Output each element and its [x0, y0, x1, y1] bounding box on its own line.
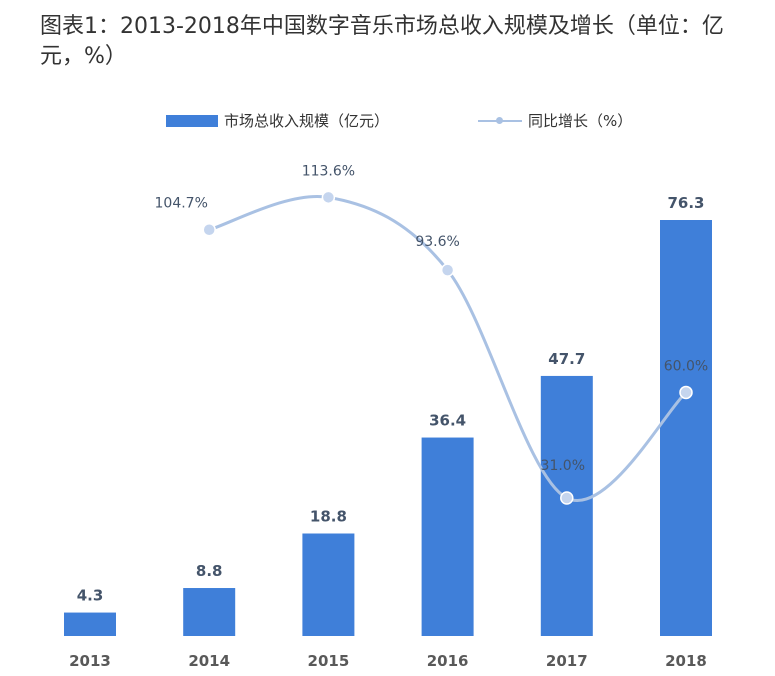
growth-line — [208, 194, 688, 502]
growth-point-2015 — [321, 190, 336, 205]
growth-value-label-2014: 104.7% — [155, 196, 208, 212]
growth-point-2014 — [202, 222, 216, 237]
bar-2013 — [64, 612, 116, 636]
legend-item-revenue: 市场总收入规模（亿元） — [166, 110, 389, 131]
legend-item-growth: 同比增长（%） — [478, 110, 632, 131]
bar-2014 — [183, 588, 236, 636]
bar-value-label-2013: 4.3 — [77, 587, 104, 605]
chart-legend: 市场总收入规模（亿元） 同比增长（%） — [0, 110, 775, 136]
legend-line-swatch — [478, 115, 522, 127]
chart-title: 图表1：2013-2018年中国数字音乐市场总收入规模及增长（单位：亿元，%） — [40, 14, 724, 69]
growth-value-label-2016: 93.6% — [415, 234, 459, 250]
bar-2017 — [540, 375, 593, 636]
bar-value-label-2015: 18.8 — [310, 507, 347, 525]
bar-value-label-2018: 76.3 — [667, 194, 704, 212]
bar-2016 — [421, 437, 474, 636]
bar-2018 — [660, 220, 712, 636]
x-tick-label-2013: 2013 — [69, 652, 111, 670]
x-tick-label-2015: 2015 — [308, 652, 350, 670]
legend-label-growth: 同比增长（%） — [528, 112, 633, 130]
bar-value-label-2017: 47.7 — [548, 350, 585, 368]
legend-label-revenue: 市场总收入规模（亿元） — [224, 112, 390, 130]
growth-point-2017 — [560, 491, 574, 505]
x-tick-label-2016: 2016 — [427, 652, 469, 670]
bar-2015 — [302, 533, 355, 636]
bar-value-label-2016: 36.4 — [429, 412, 466, 430]
growth-value-label-2015: 113.6% — [302, 163, 355, 179]
growth-value-label-2018: 60.0% — [664, 358, 708, 374]
growth-point-2018 — [679, 385, 693, 400]
growth-point-2016 — [440, 263, 455, 277]
x-tick-label-2017: 2017 — [546, 652, 588, 670]
x-tick-label-2014: 2014 — [188, 652, 230, 670]
growth-value-label-2017: 31.0% — [541, 458, 585, 474]
x-tick-label-2018: 2018 — [665, 652, 707, 670]
legend-bar-swatch — [166, 114, 218, 127]
bar-value-label-2014: 8.8 — [196, 562, 223, 580]
